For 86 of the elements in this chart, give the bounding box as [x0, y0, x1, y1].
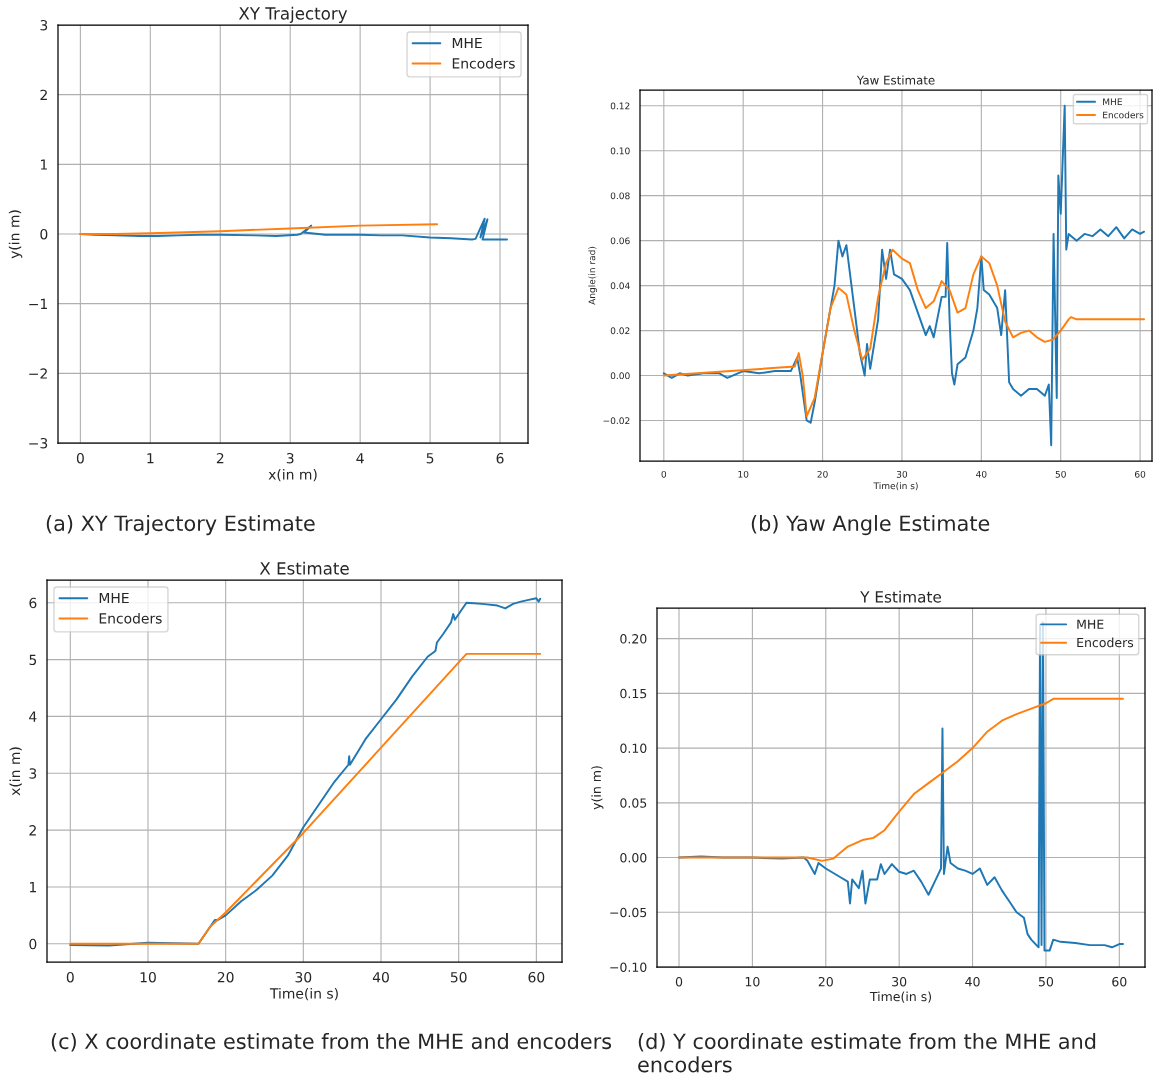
y-tick-label: 1 [29, 882, 36, 893]
y-axis-title: y(in m) [8, 210, 23, 259]
y-tick-label: 0.00 [610, 372, 630, 380]
legend-label: MHE [452, 37, 482, 49]
chart-title: XY Trajectory [238, 6, 348, 23]
y-tick-label: 0 [29, 938, 37, 950]
y-tick-label: −3 [29, 437, 48, 449]
x-tick-label: 4 [356, 453, 364, 464]
line-series [79, 223, 439, 235]
y-tick-label: 5 [29, 654, 37, 666]
line-series [69, 652, 542, 945]
text: (a) XY Trajectory Estimate [46, 515, 315, 536]
line-series [678, 697, 1124, 862]
x-tick-label: 0 [675, 976, 683, 987]
chart-title: Yaw Estimate [856, 75, 935, 85]
y-tick-label: 1 [40, 159, 47, 170]
x-tick-label: 30 [295, 971, 312, 983]
x-tick-label: 10 [745, 976, 760, 987]
x-tick-label: 50 [1038, 976, 1054, 987]
legend-label: Encoders [452, 57, 515, 69]
x-tick-label: 6 [496, 452, 504, 464]
y-tick-label: 0.05 [620, 798, 647, 808]
y-tick-label: 0.15 [620, 688, 647, 699]
x-tick-label: 20 [817, 470, 828, 478]
text: (d) Y coordinate estimate from the MHE and encoders [638, 1033, 1096, 1073]
x-tick-label: 3 [286, 452, 294, 464]
y-tick-label: 0.08 [610, 192, 630, 200]
text: (c) X coordinate estimate from the MHE and encoders [51, 1033, 612, 1052]
legend-label: MHE [1103, 98, 1122, 105]
x-tick-label: 10 [738, 470, 749, 478]
x-tick-label: 30 [892, 976, 907, 987]
y-tick-label: 0.00 [620, 853, 647, 863]
y-tick-label: 0 [40, 228, 48, 240]
y-tick-label: 3 [40, 19, 48, 31]
y-axis-title: y(in m) [591, 766, 604, 810]
x-axis-title: Time(in s) [873, 482, 918, 491]
y-tick-label: −0.02 [603, 417, 630, 425]
x-tick-label: 2 [216, 452, 224, 464]
x-tick-label: 50 [1055, 470, 1066, 478]
y-tick-label: 0.06 [610, 237, 630, 245]
y-tick-label: 6 [29, 597, 37, 609]
x-tick-label: 30 [896, 470, 908, 478]
x-tick-label: 20 [818, 976, 833, 987]
x-tick-label: 10 [140, 971, 156, 983]
y-tick-label: 2 [40, 89, 47, 100]
y-axis-title: Angle(in rad) [588, 246, 598, 305]
x-tick-label: 0 [66, 971, 74, 983]
x-tick-label: 60 [528, 971, 545, 983]
x-tick-label: 40 [965, 976, 980, 987]
legend-label: MHE [99, 592, 129, 604]
x-axis-title: Time(in s) [269, 987, 338, 1001]
legend-label: MHE [1077, 619, 1104, 629]
y-tick-label: 4 [29, 711, 37, 722]
x-tick-label: 40 [976, 470, 987, 478]
legend-label: Encoders [1103, 111, 1144, 119]
y-tick-label: −1 [29, 298, 47, 309]
y-tick-label: 0.20 [620, 634, 647, 644]
x-axis-title: x(in m) [268, 468, 317, 482]
text: (b) Yaw Angle Estimate [751, 515, 990, 536]
y-tick-label: 0.02 [610, 327, 630, 335]
y-tick-label: 2 [29, 825, 36, 836]
x-tick-label: 60 [1112, 976, 1127, 987]
y-tick-label: 0.10 [620, 743, 647, 754]
line-series [662, 104, 1146, 447]
x-tick-label: 1 [147, 453, 154, 464]
x-tick-label: 0 [76, 452, 84, 464]
x-axis-title: Time(in s) [869, 991, 932, 1003]
x-tick-label: 20 [217, 971, 234, 983]
x-tick-label: 40 [372, 971, 389, 983]
y-tick-label: −0.05 [610, 907, 647, 918]
x-tick-label: 60 [1134, 470, 1146, 478]
x-tick-label: 50 [450, 971, 467, 983]
x-tick-label: 0 [661, 470, 667, 478]
y-tick-label: −2 [29, 368, 47, 379]
y-tick-label: 0.10 [610, 147, 630, 155]
y-axis-title: x(in m) [9, 747, 22, 796]
chart-title: X Estimate [259, 561, 349, 575]
y-tick-label: 3 [29, 768, 37, 779]
chart-title: Y Estimate [860, 590, 942, 603]
x-tick-label: 5 [426, 453, 434, 464]
line-series [662, 248, 1146, 417]
y-tick-label: 0.04 [610, 282, 630, 290]
y-tick-label: −0.10 [610, 962, 647, 972]
legend-label: Encoders [1077, 637, 1134, 648]
y-tick-label: 0.12 [610, 102, 630, 110]
legend-label: Encoders [99, 612, 162, 624]
